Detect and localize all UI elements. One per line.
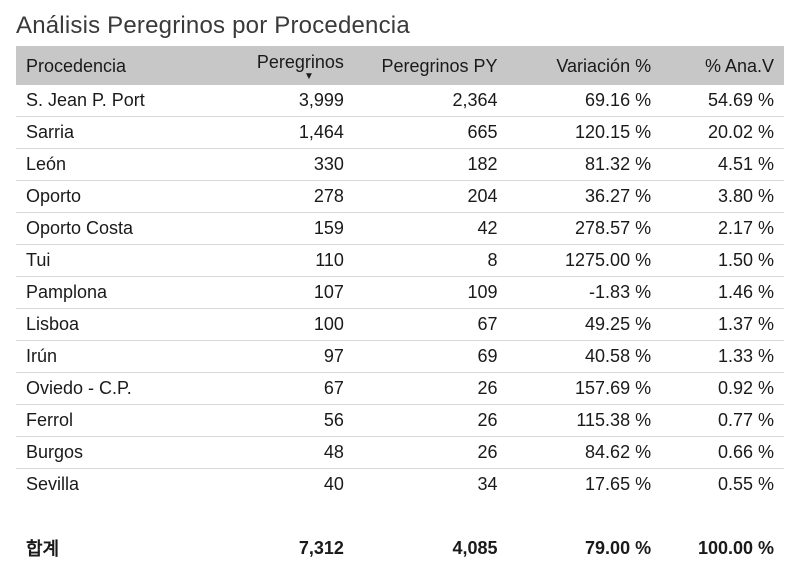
table-header-row: Procedencia Peregrinos ▼ Peregrinos PY V… (16, 46, 784, 85)
cell-ana-v: 4.51 % (661, 149, 784, 181)
cell-variacion: 1275.00 % (508, 245, 662, 277)
table-row: Burgos482684.62 %0.66 % (16, 437, 784, 469)
cell-variacion: 84.62 % (508, 437, 662, 469)
cell-ana-v: 54.69 % (661, 85, 784, 117)
cell-variacion: 120.15 % (508, 117, 662, 149)
col-header-label: Peregrinos (257, 52, 344, 72)
cell-peregrinos-py: 69 (354, 341, 508, 373)
cell-procedencia: Lisboa (16, 309, 231, 341)
cell-peregrinos: 1,464 (231, 117, 354, 149)
totals-ana-v: 100.00 % (661, 526, 784, 565)
cell-peregrinos: 330 (231, 149, 354, 181)
cell-peregrinos-py: 26 (354, 405, 508, 437)
table-row: León33018281.32 %4.51 % (16, 149, 784, 181)
cell-ana-v: 2.17 % (661, 213, 784, 245)
cell-variacion: 40.58 % (508, 341, 662, 373)
origin-table: Procedencia Peregrinos ▼ Peregrinos PY V… (16, 46, 784, 85)
cell-variacion: 17.65 % (508, 469, 662, 496)
col-header-peregrinos[interactable]: Peregrinos ▼ (231, 46, 354, 85)
cell-ana-v: 1.37 % (661, 309, 784, 341)
cell-peregrinos: 67 (231, 373, 354, 405)
cell-ana-v: 3.80 % (661, 181, 784, 213)
cell-variacion: 49.25 % (508, 309, 662, 341)
cell-ana-v: 0.92 % (661, 373, 784, 405)
cell-peregrinos-py: 665 (354, 117, 508, 149)
cell-peregrinos: 278 (231, 181, 354, 213)
cell-variacion: 36.27 % (508, 181, 662, 213)
cell-variacion: -1.83 % (508, 277, 662, 309)
cell-peregrinos-py: 109 (354, 277, 508, 309)
cell-procedencia: Oporto (16, 181, 231, 213)
cell-variacion: 81.32 % (508, 149, 662, 181)
cell-peregrinos: 56 (231, 405, 354, 437)
table-row: Sevilla403417.65 %0.55 % (16, 469, 784, 496)
cell-peregrinos: 107 (231, 277, 354, 309)
sort-desc-icon: ▼ (241, 73, 344, 81)
cell-ana-v: 1.33 % (661, 341, 784, 373)
cell-procedencia: S. Jean P. Port (16, 85, 231, 117)
cell-peregrinos-py: 34 (354, 469, 508, 496)
cell-procedencia: Oviedo - C.P. (16, 373, 231, 405)
cell-ana-v: 0.77 % (661, 405, 784, 437)
totals-peregrinos-py: 4,085 (354, 526, 508, 565)
col-header-peregrinos-py[interactable]: Peregrinos PY (354, 46, 508, 85)
cell-peregrinos-py: 26 (354, 437, 508, 469)
page-title: Análisis Peregrinos por Procedencia (16, 12, 784, 40)
cell-procedencia: Tui (16, 245, 231, 277)
cell-peregrinos: 159 (231, 213, 354, 245)
cell-procedencia: Ferrol (16, 405, 231, 437)
cell-variacion: 115.38 % (508, 405, 662, 437)
col-header-procedencia[interactable]: Procedencia (16, 46, 231, 85)
totals-variacion: 79.00 % (508, 526, 662, 565)
cell-variacion: 69.16 % (508, 85, 662, 117)
cell-ana-v: 0.66 % (661, 437, 784, 469)
totals-peregrinos: 7,312 (231, 526, 354, 565)
cell-procedencia: Sevilla (16, 469, 231, 496)
cell-peregrinos-py: 8 (354, 245, 508, 277)
cell-peregrinos-py: 182 (354, 149, 508, 181)
cell-procedencia: Oporto Costa (16, 213, 231, 245)
table-scroll-region[interactable]: S. Jean P. Port3,9992,36469.16 %54.69 %S… (16, 85, 784, 525)
table-row: S. Jean P. Port3,9992,36469.16 %54.69 % (16, 85, 784, 117)
totals-row: 합계 7,312 4,085 79.00 % 100.00 % (16, 526, 784, 565)
cell-peregrinos-py: 42 (354, 213, 508, 245)
table-row: Oviedo - C.P.6726157.69 %0.92 % (16, 373, 784, 405)
cell-peregrinos: 100 (231, 309, 354, 341)
cell-ana-v: 0.55 % (661, 469, 784, 496)
overflow-fade (16, 503, 784, 525)
table-row: Sarria1,464665120.15 %20.02 % (16, 117, 784, 149)
table-row: Lisboa1006749.25 %1.37 % (16, 309, 784, 341)
table-row: Tui11081275.00 %1.50 % (16, 245, 784, 277)
cell-procedencia: Irún (16, 341, 231, 373)
table-row: Oporto Costa15942278.57 %2.17 % (16, 213, 784, 245)
cell-peregrinos: 110 (231, 245, 354, 277)
origin-table-body: S. Jean P. Port3,9992,36469.16 %54.69 %S… (16, 85, 784, 495)
cell-peregrinos-py: 67 (354, 309, 508, 341)
cell-variacion: 157.69 % (508, 373, 662, 405)
cell-variacion: 278.57 % (508, 213, 662, 245)
table-row: Oporto27820436.27 %3.80 % (16, 181, 784, 213)
cell-ana-v: 20.02 % (661, 117, 784, 149)
cell-procedencia: León (16, 149, 231, 181)
cell-procedencia: Pamplona (16, 277, 231, 309)
table-row: Irún976940.58 %1.33 % (16, 341, 784, 373)
cell-peregrinos: 3,999 (231, 85, 354, 117)
col-header-variacion[interactable]: Variación % (508, 46, 662, 85)
cell-peregrinos-py: 2,364 (354, 85, 508, 117)
cell-ana-v: 1.46 % (661, 277, 784, 309)
cell-peregrinos: 40 (231, 469, 354, 496)
cell-ana-v: 1.50 % (661, 245, 784, 277)
cell-peregrinos: 97 (231, 341, 354, 373)
col-header-ana-v[interactable]: % Ana.V (661, 46, 784, 85)
cell-procedencia: Burgos (16, 437, 231, 469)
cell-peregrinos-py: 26 (354, 373, 508, 405)
table-row: Pamplona107109-1.83 %1.46 % (16, 277, 784, 309)
cell-procedencia: Sarria (16, 117, 231, 149)
origin-table-footer: 합계 7,312 4,085 79.00 % 100.00 % (16, 525, 784, 565)
table-row: Ferrol5626115.38 %0.77 % (16, 405, 784, 437)
totals-label: 합계 (16, 526, 231, 565)
cell-peregrinos-py: 204 (354, 181, 508, 213)
cell-peregrinos: 48 (231, 437, 354, 469)
